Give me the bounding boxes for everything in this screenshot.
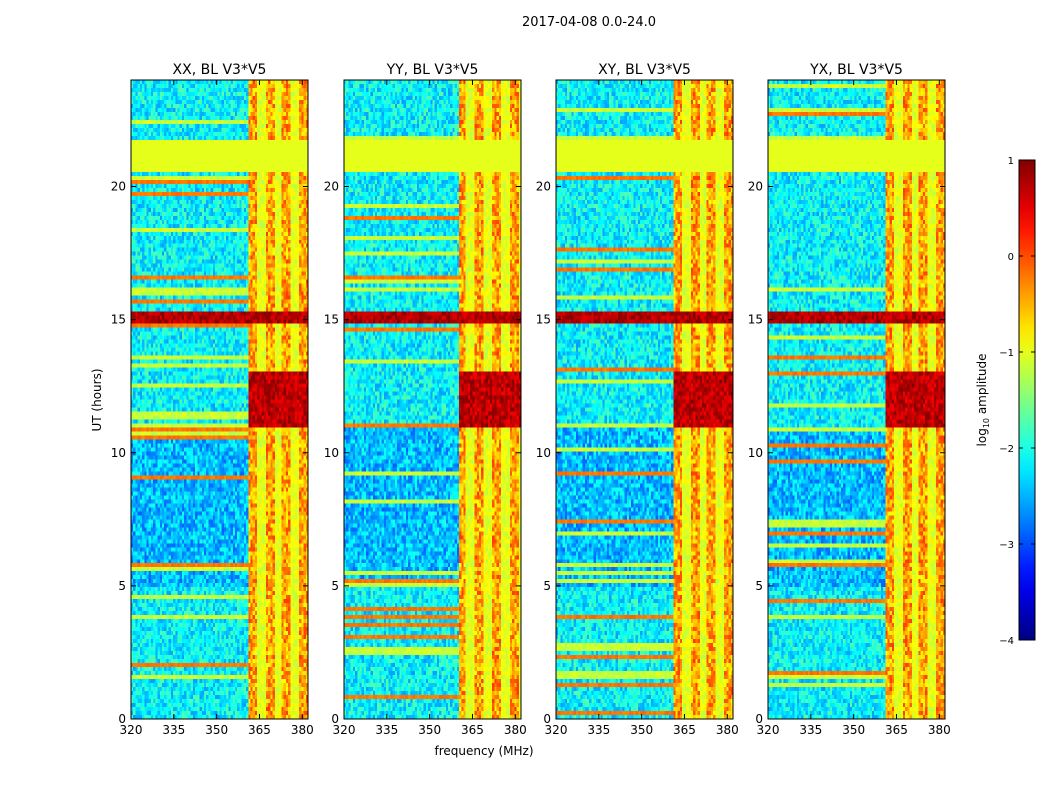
axes-frame: [767, 79, 946, 720]
heatmap-image: [556, 80, 733, 719]
x-tick-label: 365: [248, 723, 271, 737]
heatmap-image: [131, 80, 308, 719]
panel-title: XY, BL V3*V5: [598, 62, 691, 78]
heatmap-image: [344, 80, 521, 719]
y-tick-label: 5: [118, 579, 126, 593]
colorbar-tick-label: 0: [1008, 252, 1014, 263]
x-tick-label: 380: [928, 723, 951, 737]
panel-title: YY, BL V3*V5: [386, 62, 479, 78]
y-tick-label: 15: [748, 313, 763, 327]
axes-frame: [343, 79, 522, 720]
x-tick-label: 320: [757, 723, 780, 737]
y-tick-label: 20: [748, 180, 763, 194]
x-tick-label: 320: [120, 723, 143, 737]
x-tick-label: 335: [375, 723, 398, 737]
x-tick-label: 365: [461, 723, 484, 737]
x-tick-label: 380: [504, 723, 527, 737]
x-tick-label: 350: [630, 723, 653, 737]
y-tick-label: 10: [111, 446, 126, 460]
panel-title: XX, BL V3*V5: [173, 62, 267, 78]
x-tick-label: 350: [205, 723, 228, 737]
panel-4: YX, BL V3*V5 320 335 350 365 380 0 5 10 15 20: [748, 62, 951, 737]
y-tick-label: 0: [755, 712, 763, 726]
x-tick-label: 335: [162, 723, 185, 737]
colorbar-tick-label: −3: [999, 540, 1014, 551]
x-tick-label: 320: [333, 723, 356, 737]
colorbar-tick-label: −2: [999, 444, 1014, 455]
y-tick-label: 10: [748, 446, 763, 460]
x-tick-label: 380: [716, 723, 739, 737]
colorbar-label: log10 amplitude: [975, 354, 991, 447]
y-tick-label: 0: [543, 712, 551, 726]
x-tick-label: 335: [587, 723, 610, 737]
figure-suptitle: 2017-04-08 0.0-24.0: [522, 15, 656, 30]
y-tick-label: 15: [536, 313, 551, 327]
panel-title: YX, BL V3*V5: [809, 62, 903, 78]
heatmap-image: [768, 80, 945, 719]
x-tick-label: 350: [418, 723, 441, 737]
panel-1: XX, BL V3*V5 320 335 350 365 380 0 5 10 15 20: [111, 62, 314, 737]
colorbar: 1 0 −1 −2 −3 −4: [999, 156, 1036, 647]
x-tick-label: 320: [545, 723, 568, 737]
panel-2: YY, BL V3*V5 320 335 350 365 380 0 5 10 15 20: [324, 62, 527, 737]
colorbar-tick-label: −4: [999, 636, 1014, 647]
panel-3: XY, BL V3*V5 320 335 350 365 380 0 5 10 15 20: [536, 62, 739, 737]
y-tick-label: 10: [536, 446, 551, 460]
colorbar-tick-label: −1: [999, 348, 1014, 359]
x-tick-label: 335: [799, 723, 822, 737]
y-tick-label: 20: [324, 180, 339, 194]
y-tick-label: 20: [111, 180, 126, 194]
y-tick-label: 0: [331, 712, 339, 726]
axes-frame: [130, 79, 309, 720]
y-tick-label: 0: [118, 712, 126, 726]
x-tick-label: 365: [885, 723, 908, 737]
x-axis-label: frequency (MHz): [434, 744, 533, 758]
x-tick-label: 380: [291, 723, 314, 737]
y-tick-label: 5: [755, 579, 763, 593]
y-tick-label: 5: [543, 579, 551, 593]
x-tick-label: 365: [673, 723, 696, 737]
colorbar-tick-label: 1: [1008, 156, 1014, 167]
y-tick-label: 5: [331, 579, 339, 593]
y-tick-label: 15: [111, 313, 126, 327]
y-tick-label: 10: [324, 446, 339, 460]
colorbar-gradient: [1018, 159, 1036, 641]
y-axis-label: UT (hours): [90, 368, 104, 431]
y-tick-label: 20: [536, 180, 551, 194]
y-tick-label: 15: [324, 313, 339, 327]
x-tick-label: 350: [842, 723, 865, 737]
axes-frame: [555, 79, 734, 720]
